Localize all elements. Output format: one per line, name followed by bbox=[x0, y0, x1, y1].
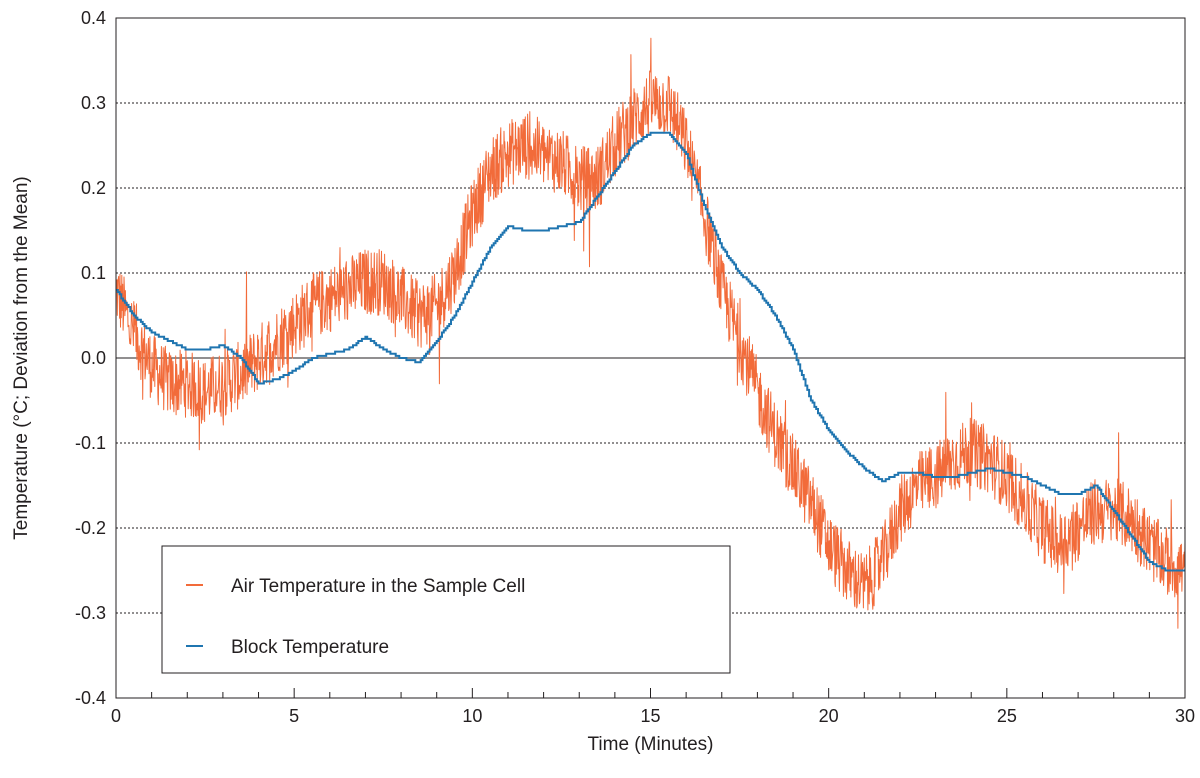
legend-label-block-temperature: Block Temperature bbox=[231, 637, 389, 658]
y-tick-label: -0.4 bbox=[75, 688, 106, 708]
series-line-air-temperature bbox=[115, 37, 1186, 629]
legend-label-air-temperature: Air Temperature in the Sample Cell bbox=[231, 576, 525, 597]
x-tick-label: 15 bbox=[640, 706, 660, 726]
y-tick-label: 0.0 bbox=[81, 348, 106, 368]
legend-box bbox=[161, 545, 731, 674]
legend: Air Temperature in the Sample Cell Block… bbox=[161, 545, 731, 674]
y-tick-label: 0.1 bbox=[81, 263, 106, 283]
y-axis-title: Temperature (°C; Deviation from the Mean… bbox=[11, 176, 32, 539]
y-tick-label: 0.2 bbox=[81, 178, 106, 198]
series-lines bbox=[115, 37, 1186, 629]
y-tick-label: -0.2 bbox=[75, 518, 106, 538]
grid-lines bbox=[116, 102, 1185, 614]
y-tick-label: 0.3 bbox=[81, 93, 106, 113]
x-axis-title: Time (Minutes) bbox=[588, 734, 714, 755]
y-tick-label: -0.3 bbox=[75, 603, 106, 623]
axis-ticks bbox=[115, 688, 1186, 698]
tick-labels: 0.4 0.3 0.2 0.1 0.0 -0.1 -0.2 -0.3 -0.40 5 10 15 20 2… bbox=[75, 8, 1195, 726]
y-tick-label: -0.1 bbox=[75, 433, 106, 453]
x-tick-label: 30 bbox=[1175, 706, 1195, 726]
series-line-block-temperature bbox=[116, 131, 1185, 572]
x-tick-label: 5 bbox=[289, 706, 299, 726]
x-tick-label: 0 bbox=[111, 706, 121, 726]
x-tick-label: 10 bbox=[462, 706, 482, 726]
x-tick-label: 20 bbox=[819, 706, 839, 726]
x-tick-label: 25 bbox=[997, 706, 1017, 726]
y-tick-label: 0.4 bbox=[81, 8, 106, 28]
